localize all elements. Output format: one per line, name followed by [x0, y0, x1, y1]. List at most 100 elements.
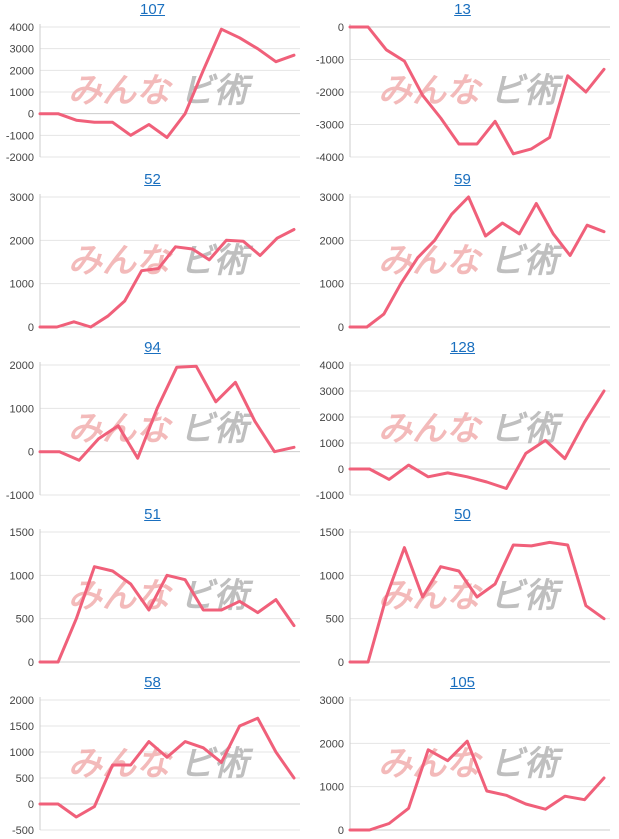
chart-panel: 107 4000 3000 2000 1000 0 -1000 -2000 みんな ビ術: [0, 0, 305, 166]
watermark-right-text: ビ術: [180, 241, 254, 281]
y-tick-label: 2000: [10, 235, 34, 247]
y-tick-label: 3000: [10, 44, 34, 56]
series-line: [38, 565, 296, 664]
chart-title-link[interactable]: 105: [449, 674, 476, 691]
y-tick-label: 4000: [10, 22, 34, 34]
y-tick-label: 2000: [320, 235, 344, 247]
chart-title-link[interactable]: 128: [449, 339, 476, 356]
y-tick-label: 1000: [320, 438, 344, 450]
y-tick-label: 1500: [10, 527, 34, 539]
y-tick-label: 1500: [10, 721, 34, 733]
watermark-right-text: ビ術: [180, 744, 254, 784]
y-tick-label: 0: [28, 447, 34, 459]
y-tick-label: 2000: [10, 695, 34, 707]
y-tick-label: 1000: [10, 570, 34, 582]
y-tick-label: 1000: [320, 570, 344, 582]
watermark-right-text: ビ術: [180, 409, 254, 449]
chart-svg: 0 -1000 -2000 -3000 -4000 みんな ビ術: [316, 22, 610, 164]
chart-title-link[interactable]: 50: [454, 506, 471, 523]
y-tick-label: 2000: [10, 65, 34, 77]
y-tick-label: 2000: [320, 738, 344, 750]
chart-svg: 4000 3000 2000 1000 0 -1000 みんな ビ術: [316, 360, 610, 502]
y-tick-label: 0: [28, 109, 34, 121]
y-tick-label: -2000: [6, 152, 34, 164]
y-tick-label: 0: [28, 322, 34, 334]
watermark-left-text: みんな: [378, 409, 483, 449]
y-tick-label: 1000: [320, 279, 344, 291]
watermark-logo: みんな ビ術: [378, 576, 564, 616]
chart-title-link[interactable]: 13: [454, 1, 471, 18]
chart-panel: 59 3000 2000 1000 0 みんな ビ術: [310, 170, 615, 336]
watermark-right-text: ビ術: [490, 409, 564, 449]
chart-svg: 3000 2000 1000 0 みんな ビ術: [320, 192, 610, 334]
watermark-left-text: みんな: [68, 71, 173, 111]
chart-panel: 58 2000 1500 1000 500 0 -500 みんな ビ術: [0, 673, 305, 839]
y-tick-label: 1000: [10, 87, 34, 99]
y-tick-label: 0: [338, 657, 344, 669]
watermark-logo: みんな ビ術: [68, 241, 254, 281]
y-tick-label: 500: [16, 614, 34, 626]
y-tick-label: -2000: [316, 87, 344, 99]
watermark-right-text: ビ術: [490, 576, 564, 616]
y-tick-label: 3000: [320, 192, 344, 204]
watermark-left-text: みんな: [68, 241, 173, 281]
watermark-logo: みんな ビ術: [378, 744, 564, 784]
watermark-logo: みんな ビ術: [378, 71, 564, 111]
watermark-right-text: ビ術: [490, 241, 564, 281]
watermark-right-text: ビ術: [180, 71, 254, 111]
series-line: [348, 25, 606, 156]
y-tick-label: 500: [16, 773, 34, 785]
chart-title-link[interactable]: 94: [144, 339, 161, 356]
chart-svg: 4000 3000 2000 1000 0 -1000 -2000 みんな ビ術: [6, 22, 300, 164]
y-tick-label: -500: [12, 825, 34, 837]
y-tick-label: -1000: [316, 55, 344, 67]
chart-title-link[interactable]: 107: [139, 1, 166, 18]
y-tick-label: 1000: [10, 747, 34, 759]
chart-panel: 128 4000 3000 2000 1000 0 -1000 みんな ビ術: [310, 338, 615, 504]
series-line: [348, 195, 606, 329]
y-tick-label: 1000: [320, 782, 344, 794]
y-tick-label: 1000: [10, 403, 34, 415]
y-tick-label: 1000: [10, 279, 34, 291]
y-tick-label: -1000: [6, 490, 34, 502]
y-tick-label: 0: [28, 799, 34, 811]
y-tick-label: 3000: [10, 192, 34, 204]
series-line: [38, 228, 296, 329]
y-tick-label: 500: [326, 614, 344, 626]
chart-svg: 1500 1000 500 0 みんな ビ術: [10, 527, 300, 669]
chart-panel: 94 2000 1000 0 -1000 みんな ビ術: [0, 338, 305, 504]
chart-title-link[interactable]: 52: [144, 171, 161, 188]
series-line: [38, 27, 296, 139]
y-tick-label: 3000: [320, 695, 344, 707]
chart-svg: 1500 1000 500 0 みんな ビ術: [320, 527, 610, 669]
chart-title-link[interactable]: 58: [144, 674, 161, 691]
y-tick-label: 0: [338, 322, 344, 334]
chart-panel: 105 3000 2000 1000 0 みんな ビ術: [310, 673, 615, 839]
chart-panel: 50 1500 1000 500 0 みんな ビ術: [310, 505, 615, 671]
chart-svg: 3000 2000 1000 0 みんな ビ術: [10, 192, 300, 334]
series-line: [348, 540, 606, 664]
watermark-right-text: ビ術: [490, 744, 564, 784]
y-tick-label: 3000: [320, 386, 344, 398]
chart-svg: 3000 2000 1000 0 みんな ビ術: [320, 695, 610, 837]
y-tick-label: 4000: [320, 360, 344, 372]
chart-title-link[interactable]: 59: [454, 171, 471, 188]
watermark-logo: みんな ビ術: [378, 241, 564, 281]
chart-title-link[interactable]: 51: [144, 506, 161, 523]
watermark-logo: みんな ビ術: [68, 576, 254, 616]
chart-panel: 51 1500 1000 500 0 みんな ビ術: [0, 505, 305, 671]
chart-panel: 13 0 -1000 -2000 -3000 -4000 みんな ビ術: [310, 0, 615, 166]
series-line: [38, 716, 296, 819]
y-tick-label: 0: [28, 657, 34, 669]
series-line: [348, 389, 606, 490]
series-line: [348, 739, 606, 832]
watermark-logo: みんな ビ術: [378, 409, 564, 449]
y-tick-label: -3000: [316, 120, 344, 132]
watermark-right-text: ビ術: [490, 71, 564, 111]
y-tick-label: 2000: [10, 360, 34, 372]
watermark-logo: みんな ビ術: [68, 71, 254, 111]
y-tick-label: -1000: [6, 130, 34, 142]
